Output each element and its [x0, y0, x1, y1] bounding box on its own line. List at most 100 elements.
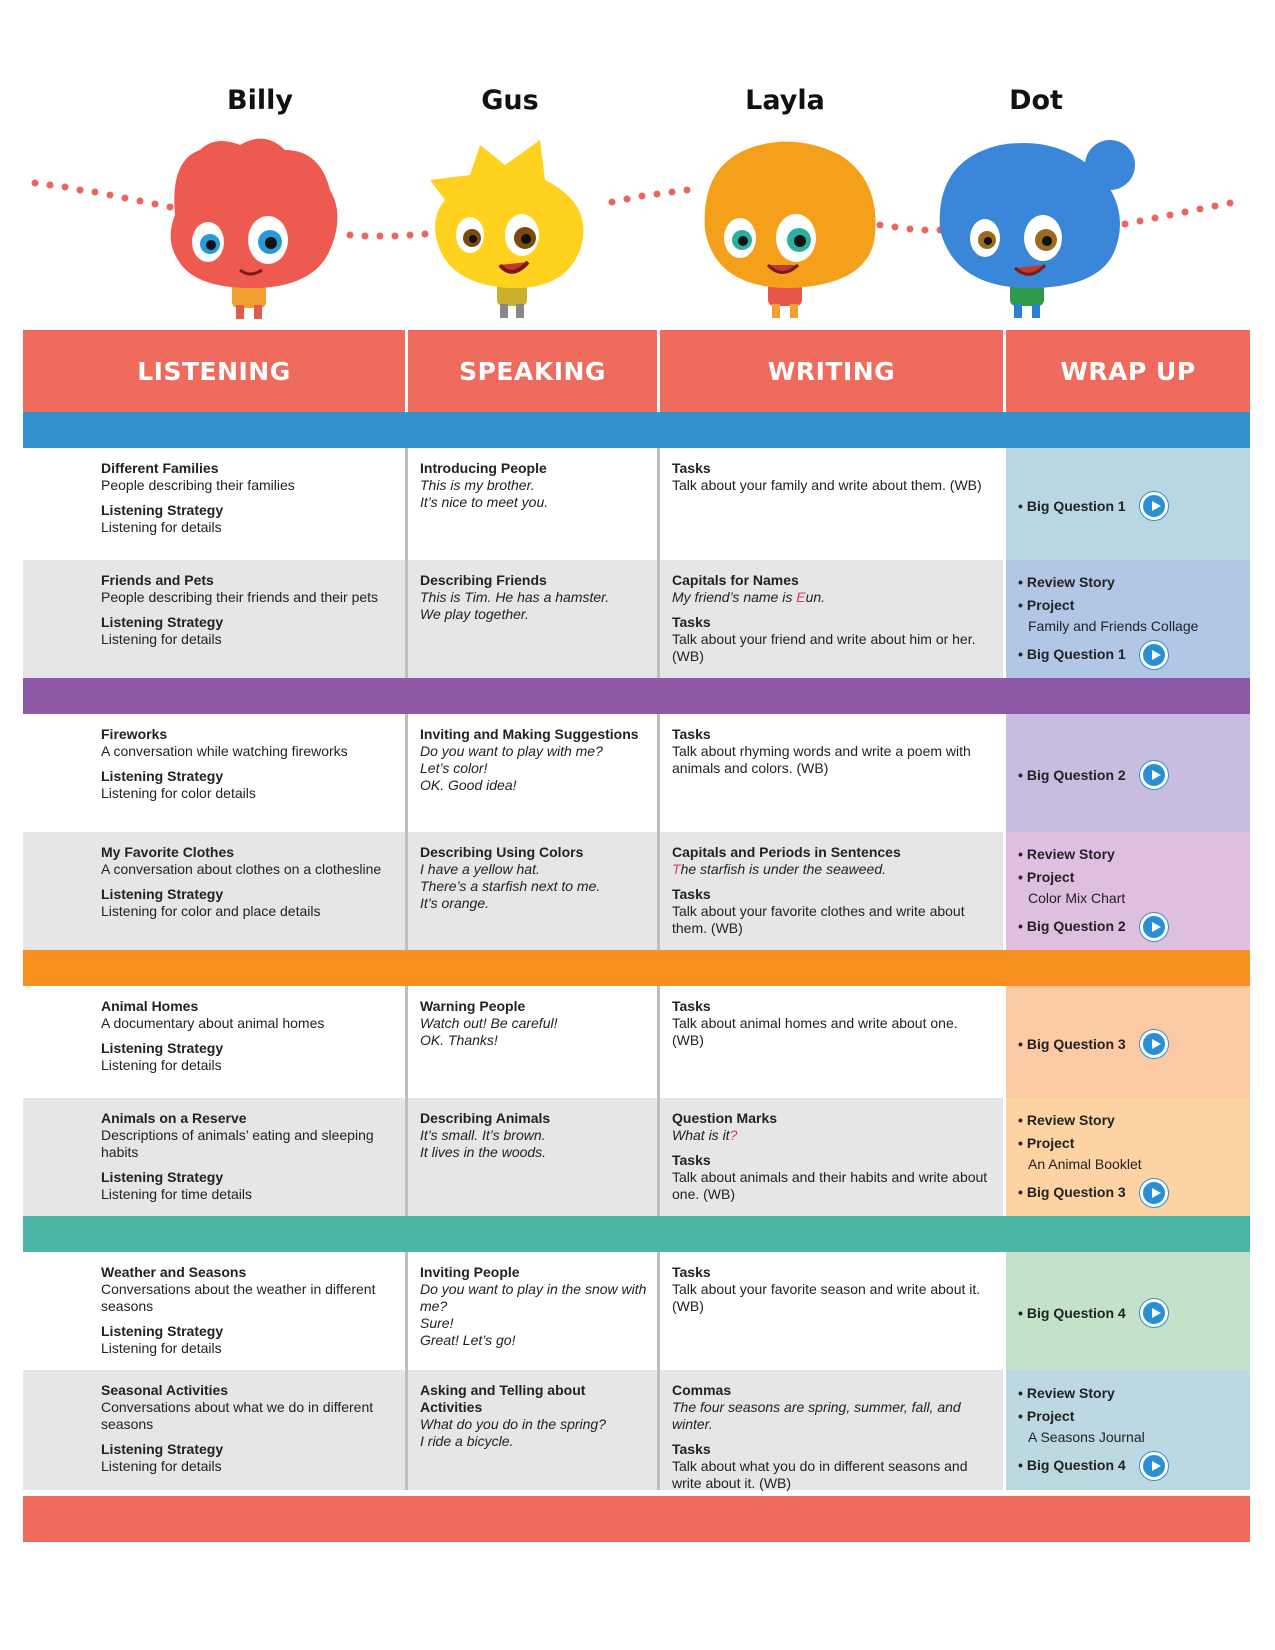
- speaking-cell: Describing Friends This is Tim. He has a …: [405, 560, 657, 678]
- writing-tasks-label: Tasks: [672, 998, 711, 1014]
- wrap-up-cell: • Big Question 3: [1003, 986, 1250, 1098]
- project-item: • Project: [1018, 1135, 1240, 1152]
- play-circle-icon[interactable]: [1139, 640, 1168, 669]
- speaking-example-line: We play together.: [420, 606, 529, 622]
- spacer: [672, 1433, 993, 1441]
- play-circle-icon[interactable]: [1139, 761, 1168, 789]
- listening-cell: Fireworks A conversation while watching f…: [23, 714, 405, 832]
- writing-tasks-label: Tasks: [672, 1441, 711, 1457]
- project-label: Project: [1026, 596, 1075, 613]
- listening-cell: My Favorite Clothes A conversation about …: [23, 832, 405, 950]
- wrap-up-cell: • Big Question 4: [1003, 1252, 1250, 1370]
- writing-example-text: un.: [805, 589, 826, 605]
- review-story-item: • Review Story: [1018, 846, 1240, 863]
- speaking-example-line: Let’s color!: [420, 760, 488, 776]
- writing-tasks: Talk about animals and their habits and …: [672, 1169, 988, 1202]
- listening-title: Animals on a Reserve: [101, 1110, 247, 1126]
- writing-example-highlight: T: [672, 861, 681, 877]
- table-row: Weather and Seasons Conversations about t…: [23, 1252, 1250, 1370]
- project-label: Project: [1026, 868, 1075, 885]
- play-circle-icon[interactable]: [1139, 1030, 1168, 1058]
- character-name-layla: Layla: [745, 85, 825, 116]
- speaking-cell: Describing Using Colors I have a yellow h…: [405, 832, 657, 950]
- play-circle-icon[interactable]: [1139, 492, 1168, 520]
- speaking-example-line: It’s small. It’s brown.: [420, 1127, 546, 1143]
- speaking-example-line: I ride a bicycle.: [420, 1433, 514, 1449]
- listening-title: Different Families: [101, 460, 219, 476]
- play-circle-icon[interactable]: [1139, 1178, 1168, 1207]
- bullet-icon: •: [1018, 1407, 1023, 1424]
- listening-strategy: Listening for details: [101, 1340, 222, 1356]
- layla-mascot: [704, 141, 876, 318]
- wrap-up-list: • Review Story • Project Color Mix Chart • Big…: [1018, 844, 1240, 942]
- bullet-icon: •: [1018, 1384, 1023, 1401]
- speaking-example-line: Great! Let’s go!: [420, 1332, 516, 1348]
- character-name-gus: Gus: [481, 85, 539, 116]
- speaking-cell: Asking and Telling about Activities What …: [405, 1370, 657, 1490]
- listening-title: Friends and Pets: [101, 572, 214, 588]
- big-question-label: Big Question 1: [1026, 646, 1126, 662]
- wrap-up-cell: • Review Story • Project A Seasons Journal • B…: [1003, 1370, 1250, 1490]
- play-circle-icon[interactable]: [1139, 1451, 1168, 1480]
- listening-cell: Animals on a Reserve Descriptions of anim…: [23, 1098, 405, 1216]
- bullet-icon: •: [1018, 596, 1023, 613]
- listening-description: A conversation while watching fireworks: [101, 743, 348, 759]
- listening-title: Weather and Seasons: [101, 1264, 247, 1280]
- table-row: Seasonal Activities Conversations about w…: [23, 1370, 1250, 1491]
- review-story-label: Review Story: [1026, 845, 1115, 862]
- speaking-example-line: I have a yellow hat.: [420, 861, 540, 877]
- listening-cell: Different Families People describing thei…: [23, 448, 405, 560]
- speaking-title: Describing Friends: [420, 572, 547, 588]
- listening-strategy-label: Listening Strategy: [101, 1323, 224, 1339]
- review-story-item: • Review Story: [1018, 574, 1240, 591]
- header-wrap-up: WRAP UP: [1003, 330, 1250, 412]
- writing-tasks: Talk about your family and write about t…: [672, 477, 982, 493]
- spacer: [101, 760, 395, 768]
- listening-title: My Favorite Clothes: [101, 844, 235, 860]
- speaking-title: Describing Using Colors: [420, 844, 584, 860]
- writing-example: My friend’s name is Eun.: [672, 589, 993, 606]
- review-story-label: Review Story: [1026, 1384, 1115, 1401]
- big-question-label: Big Question 4: [1026, 1304, 1126, 1321]
- speaking-title: Inviting and Making Suggestions: [420, 726, 639, 742]
- writing-example-highlight: ?: [729, 1127, 738, 1143]
- wrap-up-cell: • Review Story • Project An Animal Booklet • B…: [1003, 1098, 1250, 1216]
- listening-title: Fireworks: [101, 726, 168, 742]
- speaking-cell: Inviting People Do you want to play in th…: [405, 1252, 657, 1370]
- big-question-label: Big Question 4: [1026, 1457, 1126, 1473]
- big-question-label: Big Question 3: [1026, 1035, 1126, 1052]
- bullet-icon: •: [1018, 918, 1023, 934]
- writing-cell: Tasks Talk about rhyming words and write …: [657, 714, 1003, 832]
- review-story-item: • Review Story: [1018, 1385, 1240, 1402]
- play-circle-icon[interactable]: [1139, 1299, 1168, 1327]
- speaking-title: Warning People: [420, 998, 526, 1014]
- unit-band: [23, 950, 1250, 986]
- writing-tasks: Talk about your favorite season and writ…: [672, 1281, 981, 1314]
- listening-strategy-label: Listening Strategy: [101, 1040, 224, 1056]
- writing-tasks-label: Tasks: [672, 614, 711, 630]
- project-item: • Project: [1018, 597, 1240, 614]
- speaking-cell: Introducing People This is my brother. It’…: [405, 448, 657, 560]
- speaking-example-line: It lives in the woods.: [420, 1144, 547, 1160]
- spacer: [101, 1032, 395, 1040]
- listening-cell: Animal Homes A documentary about animal h…: [23, 986, 405, 1098]
- header-listening: LISTENING: [23, 330, 405, 412]
- bullet-icon: •: [1018, 497, 1023, 514]
- big-question-item: • Big Question 4: [1018, 1299, 1240, 1327]
- table-row: My Favorite Clothes A conversation about …: [23, 832, 1250, 950]
- review-story-item: • Review Story: [1018, 1112, 1240, 1129]
- speaking-title: Describing Animals: [420, 1110, 551, 1126]
- listening-strategy: Listening for color and place details: [101, 903, 321, 919]
- project-label: Project: [1026, 1134, 1075, 1151]
- table-row: Animals on a Reserve Descriptions of anim…: [23, 1098, 1250, 1216]
- play-circle-icon[interactable]: [1139, 912, 1168, 941]
- wrap-up-list: • Review Story • Project Family and Friends …: [1018, 572, 1240, 670]
- project-label: Project: [1026, 1407, 1075, 1424]
- writing-tasks-label: Tasks: [672, 726, 711, 742]
- writing-example: What is it?: [672, 1127, 993, 1144]
- writing-example-highlight: E: [796, 589, 806, 605]
- big-question-label: Big Question 1: [1026, 497, 1126, 514]
- listening-cell: Friends and Pets People describing their …: [23, 560, 405, 678]
- writing-tasks-label: Tasks: [672, 1152, 711, 1168]
- writing-title: Question Marks: [672, 1110, 778, 1126]
